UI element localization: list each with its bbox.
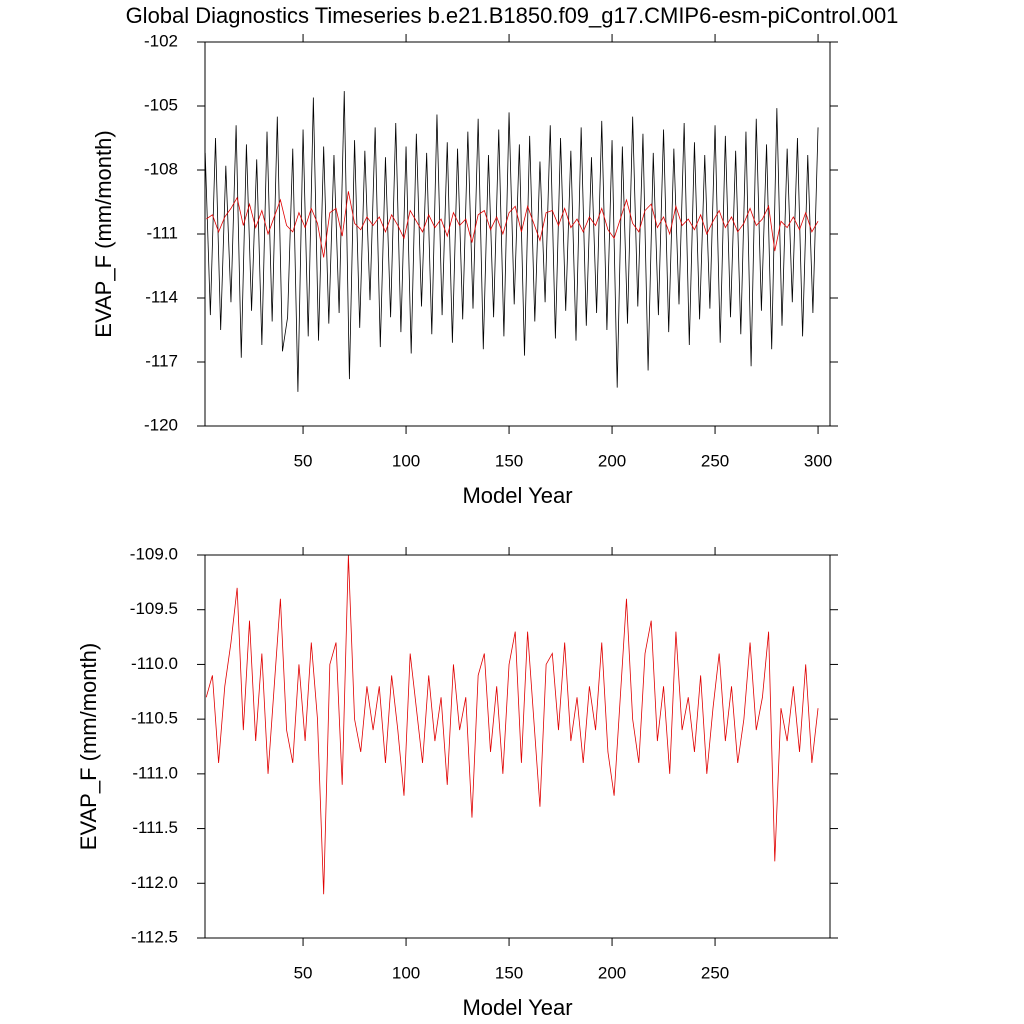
y-tick-label: -105 — [144, 95, 178, 114]
x-tick-label: 300 — [804, 451, 832, 470]
y-tick-label: -110.0 — [131, 654, 178, 673]
x-tick-label: 100 — [392, 963, 420, 982]
x-tick-label: 250 — [701, 451, 729, 470]
x-axis-label: Model Year — [462, 995, 572, 1020]
x-tick-label: 50 — [294, 963, 313, 982]
x-tick-label: 150 — [495, 451, 523, 470]
data-line — [206, 191, 819, 258]
plot-frame — [204, 554, 831, 939]
y-tick-label: -114 — [145, 287, 178, 306]
chart-title: Global Diagnostics Timeseries b.e21.B185… — [126, 3, 899, 28]
x-tick-label: 250 — [701, 963, 729, 982]
y-tick-label: -102 — [144, 31, 178, 50]
x-tick-label: 50 — [294, 451, 313, 470]
y-tick-label: -112.0 — [131, 873, 178, 892]
y-tick-label: -109.0 — [130, 544, 178, 563]
y-tick-label: -110.5 — [131, 709, 178, 728]
y-tick-label: -117 — [145, 351, 178, 370]
y-axis-label: EVAP_F (mm/month) — [76, 643, 101, 850]
y-tick-label: -109.5 — [130, 599, 178, 618]
x-tick-label: 100 — [392, 451, 420, 470]
y-tick-label: -111 — [146, 223, 178, 242]
y-tick-label: -112.5 — [131, 927, 178, 946]
x-tick-label: 200 — [598, 451, 626, 470]
data-line — [204, 91, 819, 392]
y-tick-label: -111.5 — [132, 818, 178, 837]
y-tick-label: -111.0 — [132, 763, 178, 782]
y-axis-label: EVAP_F (mm/month) — [91, 130, 116, 337]
y-tick-label: -120 — [144, 415, 178, 434]
x-tick-label: 200 — [598, 963, 626, 982]
x-axis-label: Model Year — [462, 483, 572, 508]
y-tick-label: -108 — [144, 159, 178, 178]
data-line — [205, 554, 819, 895]
x-tick-label: 150 — [495, 963, 523, 982]
